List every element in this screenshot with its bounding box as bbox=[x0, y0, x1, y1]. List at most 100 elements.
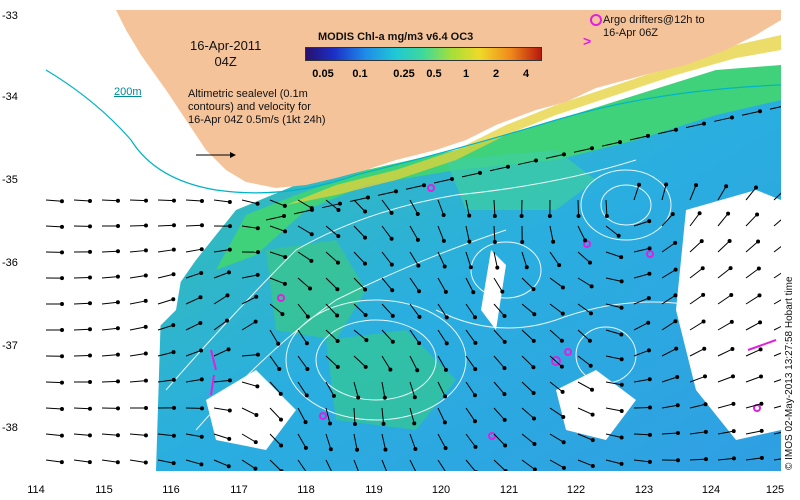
velocity-arrow-head bbox=[255, 250, 260, 255]
colorbar-tick: 4 bbox=[522, 68, 530, 80]
velocity-arrow-head bbox=[308, 286, 313, 291]
velocity-arrow-head bbox=[413, 447, 418, 452]
velocity-arrow bbox=[269, 303, 283, 315]
velocity-arrow bbox=[745, 268, 760, 279]
velocity-arrow-head bbox=[327, 421, 332, 426]
velocity-arrow bbox=[689, 375, 706, 383]
velocity-arrow bbox=[717, 294, 732, 305]
velocity-arrow bbox=[437, 381, 446, 397]
velocity-arrow bbox=[213, 294, 228, 305]
velocity-arrow bbox=[297, 459, 307, 471]
x-tick: 114 bbox=[27, 484, 45, 496]
velocity-arrow-head bbox=[143, 298, 148, 303]
velocity-arrow bbox=[601, 141, 621, 147]
velocity-arrow bbox=[297, 355, 308, 370]
velocity-arrow bbox=[689, 267, 704, 279]
velocity-arrow bbox=[465, 355, 476, 370]
velocity-arrow-head bbox=[255, 384, 260, 389]
velocity-arrow bbox=[633, 406, 651, 409]
velocity-arrow-head bbox=[171, 433, 176, 438]
velocity-arrow bbox=[549, 381, 563, 393]
velocity-arrow bbox=[465, 407, 476, 422]
velocity-arrow-head bbox=[415, 237, 420, 242]
velocity-arrow bbox=[73, 407, 91, 410]
velocity-arrow-head bbox=[675, 458, 680, 463]
velocity-arrow-head bbox=[224, 318, 229, 323]
velocity-arrow-head bbox=[388, 367, 393, 372]
velocity-arrow bbox=[461, 172, 481, 178]
velocity-arrow bbox=[157, 433, 174, 437]
velocity-arrow bbox=[717, 240, 730, 253]
velocity-arrow bbox=[489, 166, 509, 172]
velocity-arrow bbox=[241, 199, 258, 205]
velocity-arrow bbox=[45, 199, 62, 202]
x-tick: 123 bbox=[634, 484, 654, 496]
velocity-arrow-head bbox=[590, 387, 595, 392]
velocity-arrow-head bbox=[364, 338, 369, 343]
velocity-arrow-head bbox=[588, 311, 593, 316]
velocity-arrow-head bbox=[280, 312, 285, 317]
velocity-arrow bbox=[661, 184, 667, 201]
velocity-arrow bbox=[717, 375, 734, 383]
velocity-arrow-head bbox=[336, 234, 341, 239]
velocity-arrow-head bbox=[390, 339, 395, 344]
velocity-arrow bbox=[101, 199, 119, 202]
velocity-arrow-head bbox=[362, 261, 367, 266]
velocity-arrow bbox=[293, 209, 313, 215]
velocity-arrow-head bbox=[444, 315, 449, 320]
velocity-arrow-head bbox=[588, 260, 593, 265]
velocity-arrow-head bbox=[171, 405, 176, 410]
velocity-arrow bbox=[73, 199, 90, 202]
cloud-patch bbox=[481, 250, 506, 330]
velocity-arrow-head bbox=[532, 442, 537, 447]
velocity-arrow bbox=[689, 184, 697, 201]
velocity-arrow-head bbox=[227, 408, 232, 413]
velocity-arrow-head bbox=[335, 338, 340, 343]
velocity-arrow bbox=[773, 405, 781, 409]
velocity-arrow bbox=[241, 321, 256, 331]
velocity-arrow-head bbox=[336, 208, 341, 213]
velocity-arrow bbox=[409, 433, 416, 450]
velocity-arrow-head bbox=[618, 140, 622, 145]
velocity-arrow bbox=[521, 303, 535, 315]
velocity-arrow-head bbox=[254, 412, 259, 417]
velocity-arrow bbox=[465, 199, 470, 216]
velocity-arrow bbox=[465, 329, 476, 344]
velocity-arrow-head bbox=[670, 212, 675, 217]
velocity-arrow-head bbox=[277, 367, 282, 372]
velocity-arrow bbox=[73, 302, 91, 305]
velocity-arrow bbox=[773, 325, 781, 331]
velocity-arrow-head bbox=[472, 393, 477, 398]
velocity-arrow-head bbox=[583, 238, 588, 243]
velocity-arrow-head bbox=[560, 389, 565, 394]
velocity-arrow-head bbox=[727, 238, 732, 243]
velocity-arrow-head bbox=[754, 185, 759, 190]
velocity-arrow bbox=[129, 199, 147, 202]
velocity-arrow bbox=[185, 199, 202, 202]
velocity-arrow bbox=[437, 225, 445, 242]
velocity-arrow bbox=[269, 225, 286, 232]
velocity-arrow bbox=[605, 407, 622, 412]
velocity-arrow-head bbox=[198, 295, 203, 300]
velocity-arrow-head bbox=[255, 226, 260, 231]
velocity-arrow-head bbox=[473, 315, 478, 320]
velocity-arrow-head bbox=[199, 247, 204, 252]
velocity-arrow-head bbox=[310, 207, 314, 212]
velocity-arrow bbox=[405, 184, 425, 190]
velocity-arrow bbox=[633, 184, 640, 201]
velocity-arrow-head bbox=[442, 420, 447, 425]
velocity-arrow-head bbox=[441, 238, 446, 243]
velocity-arrow-head bbox=[729, 319, 734, 324]
x-tick: 122 bbox=[566, 484, 586, 496]
velocity-arrow-head bbox=[444, 341, 449, 346]
velocity-arrow-head bbox=[226, 347, 231, 352]
velocity-arrow bbox=[325, 225, 339, 237]
velocity-arrow-head bbox=[304, 393, 309, 398]
velocity-arrow bbox=[185, 433, 202, 438]
velocity-arrow bbox=[185, 322, 201, 331]
velocity-arrow-head bbox=[561, 465, 566, 470]
velocity-arrow-head bbox=[199, 462, 204, 467]
velocity-arrow-head bbox=[576, 213, 581, 218]
velocity-arrow bbox=[577, 251, 591, 263]
velocity-arrow-head bbox=[87, 275, 92, 280]
